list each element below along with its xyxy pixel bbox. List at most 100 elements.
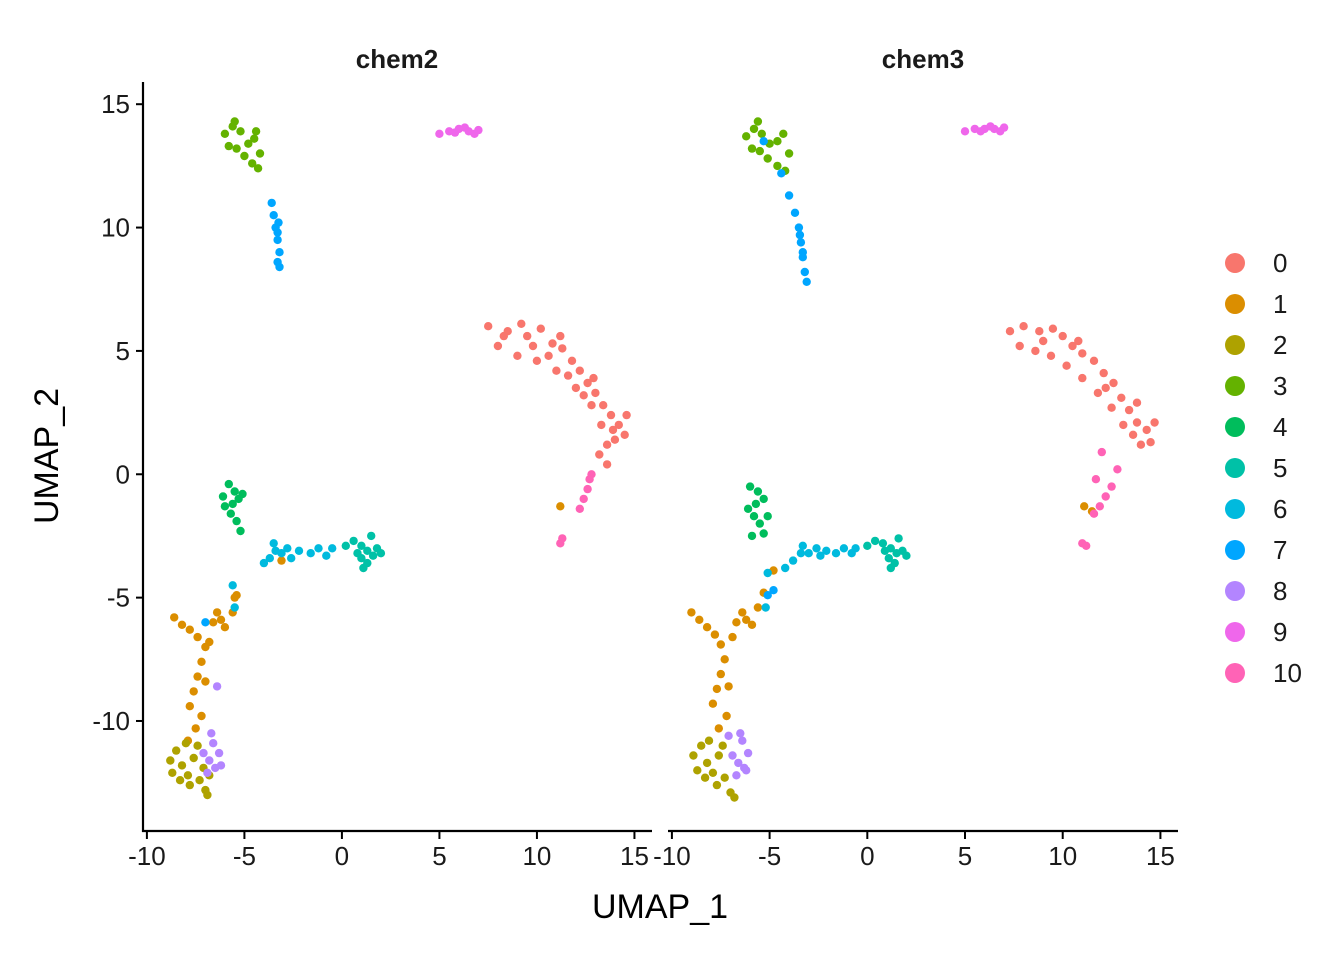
data-point (220, 502, 230, 511)
data-point (716, 640, 725, 649)
data-point (1109, 378, 1118, 388)
x-tick-label: -10 (128, 841, 166, 871)
x-tick-label: 5 (432, 841, 446, 871)
data-point (779, 129, 788, 138)
data-point (177, 620, 187, 629)
data-point (236, 127, 245, 136)
data-point (183, 771, 193, 780)
data-point (802, 277, 811, 286)
cluster-9-points (435, 123, 483, 138)
data-point (704, 736, 714, 745)
data-point (193, 632, 202, 642)
x-axis-title: UMAP_1 (592, 888, 728, 926)
data-point (753, 603, 763, 612)
data-point (614, 420, 623, 430)
data-point (800, 267, 809, 277)
cluster-1-points (170, 502, 565, 745)
data-point (784, 191, 794, 200)
data-point (175, 776, 185, 785)
data-point (602, 460, 612, 469)
data-point (567, 356, 577, 365)
legend-item: 1 (1225, 289, 1287, 319)
data-point (732, 618, 741, 627)
data-point (1078, 349, 1087, 358)
data-point (558, 344, 567, 353)
data-point (579, 494, 588, 504)
data-point (513, 351, 522, 360)
data-point (450, 128, 460, 137)
data-point (177, 761, 187, 770)
data-point (745, 482, 755, 491)
data-point (1046, 351, 1056, 360)
data-point (755, 519, 764, 528)
data-point (585, 475, 594, 484)
data-point (804, 549, 813, 558)
data-point (359, 563, 368, 573)
data-point (240, 151, 249, 161)
data-point (1062, 361, 1071, 370)
data-point (349, 536, 358, 546)
x-tick-label: 15 (620, 841, 649, 871)
data-point (1097, 447, 1107, 457)
data-point (742, 766, 751, 775)
data-point (1093, 388, 1103, 398)
data-point (1031, 346, 1040, 356)
legend-item: 6 (1225, 494, 1287, 524)
data-point (273, 235, 282, 245)
data-point (763, 591, 772, 600)
data-point (606, 410, 616, 420)
data-point (328, 544, 337, 553)
data-point (718, 741, 727, 750)
data-point (1101, 492, 1110, 501)
data-point (238, 489, 247, 499)
data-point (755, 146, 764, 156)
data-point (1089, 509, 1099, 518)
data-point (230, 603, 239, 612)
data-point (795, 230, 805, 240)
data-point (831, 549, 841, 558)
data-point (548, 339, 557, 348)
data-point (747, 620, 757, 629)
data-point (1150, 418, 1159, 427)
data-point (687, 608, 696, 617)
data-point (730, 793, 739, 802)
data-point (209, 739, 218, 748)
data-point (563, 371, 573, 380)
x-axis-ticks-chem3: -10 -5 0 5 10 15 (653, 832, 1175, 871)
data-point (702, 623, 712, 632)
data-point (710, 630, 720, 639)
data-point (589, 373, 598, 383)
cluster-3-points (742, 117, 794, 175)
cluster-3-points (220, 117, 265, 173)
y-tick-label: -10 (92, 706, 130, 736)
data-point (732, 771, 741, 780)
data-point (493, 341, 503, 351)
cluster-10-points (1078, 447, 1122, 550)
data-point (274, 218, 283, 227)
data-point (759, 137, 768, 146)
x-tick-label: 10 (1048, 841, 1077, 871)
data-point (716, 669, 725, 679)
cluster-2-points (689, 736, 739, 802)
data-point (232, 144, 241, 153)
data-point (1136, 440, 1146, 449)
data-point (1058, 331, 1067, 341)
data-point (244, 139, 253, 148)
data-point (1039, 336, 1048, 346)
data-point (322, 551, 331, 560)
data-point (743, 504, 753, 513)
cluster-7-points (201, 198, 284, 627)
data-point (1035, 327, 1044, 336)
data-point (610, 435, 620, 444)
legend-item: 0 (1225, 248, 1287, 278)
data-point (368, 551, 378, 560)
legend-item: 5 (1225, 453, 1287, 483)
data-point (193, 741, 202, 750)
cluster-6-points (228, 539, 337, 612)
data-point (960, 127, 970, 136)
data-point (747, 531, 757, 541)
x-tick-label: -10 (653, 841, 691, 871)
data-point (536, 324, 545, 333)
cluster-5-points (341, 531, 386, 573)
legend-swatch (1225, 581, 1245, 601)
